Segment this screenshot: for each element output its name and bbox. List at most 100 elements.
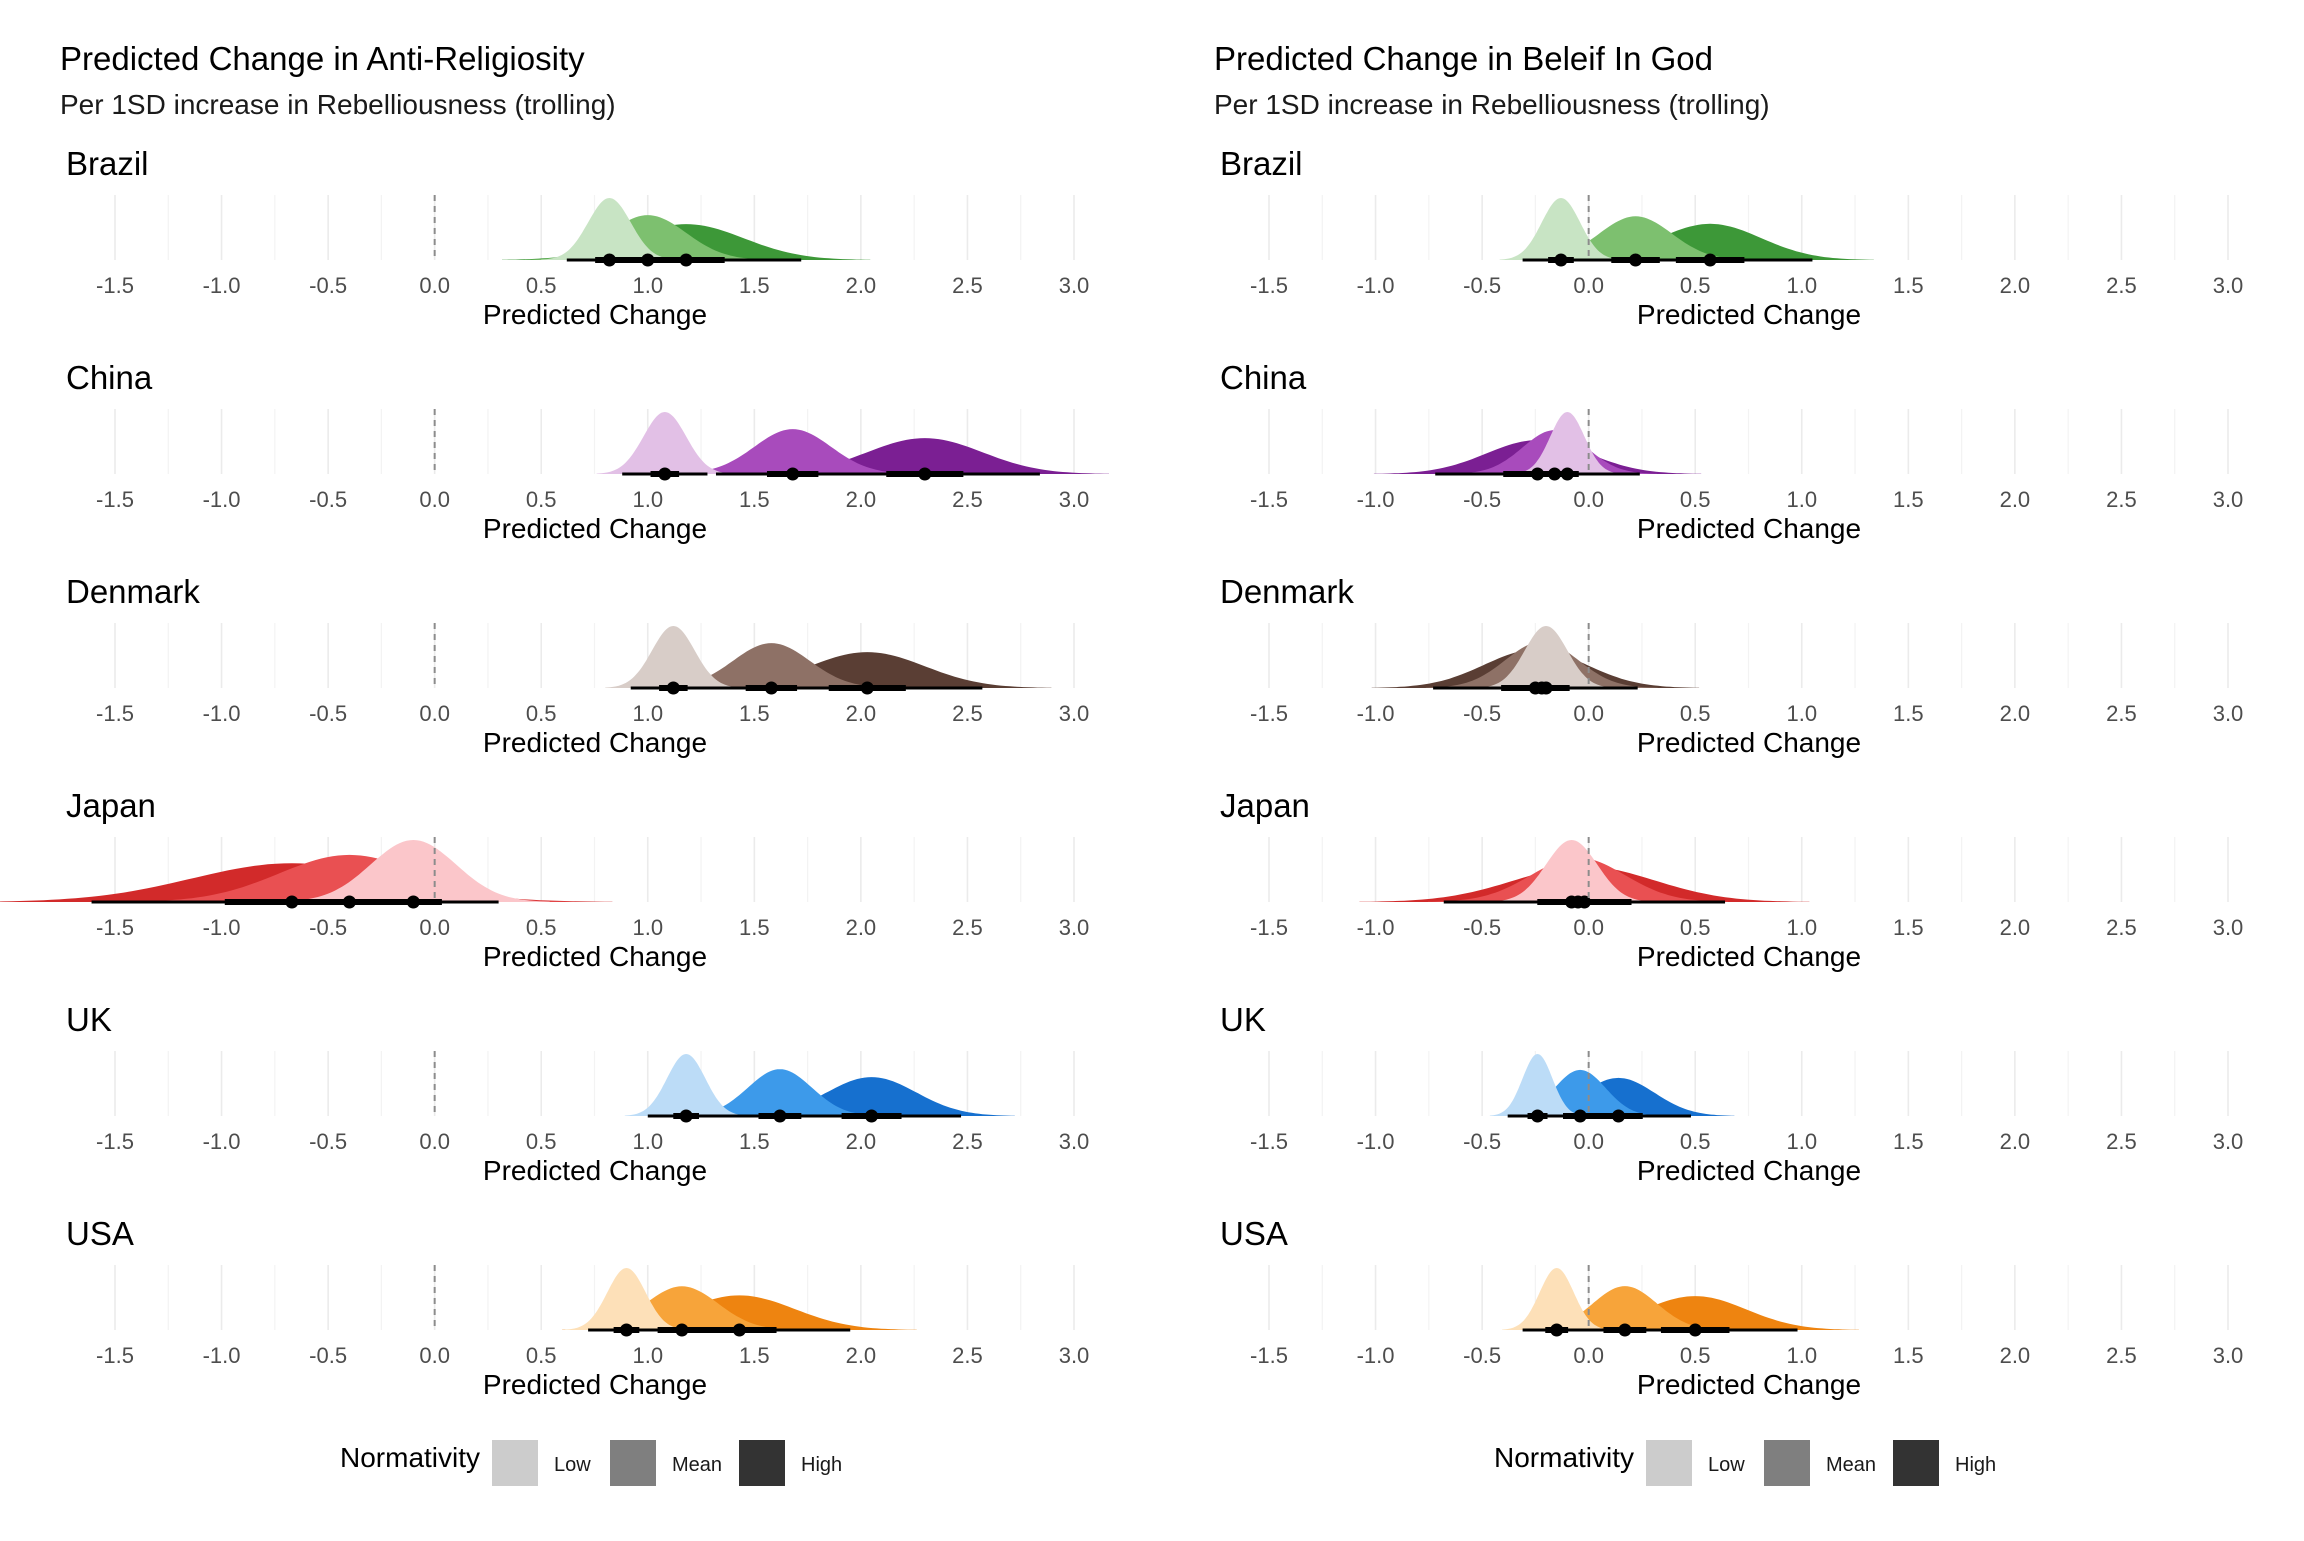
tick-label: -1.5 xyxy=(96,1129,134,1154)
tick-label: 2.5 xyxy=(2106,273,2137,298)
tick-label: 0.0 xyxy=(419,701,450,726)
mean-point-low xyxy=(666,681,680,695)
mean-point-mean xyxy=(641,253,655,267)
facet-label: USA xyxy=(66,1215,134,1252)
tick-label: 2.0 xyxy=(846,487,877,512)
density-low xyxy=(1499,198,1623,260)
tick-label: 2.0 xyxy=(2000,1343,2031,1368)
tick-label: 3.0 xyxy=(1059,1129,1090,1154)
tick-label: 0.0 xyxy=(1573,701,1604,726)
density-low xyxy=(1489,840,1654,902)
tick-label: 0.5 xyxy=(1680,487,1711,512)
mean-point-mean xyxy=(1629,253,1643,267)
facet-usa: USA -1.5 -1.0 -0.5 0.0 0.5 1.0 1.5 2.0 2.5 3.0 Pred… xyxy=(66,1215,1089,1400)
tick-label: -0.5 xyxy=(309,273,347,298)
tick-label: -1.0 xyxy=(1357,487,1395,512)
density-mean xyxy=(669,429,916,474)
tick-label: 0.0 xyxy=(1573,273,1604,298)
facet-uk: UK -1.5 -1.0 -0.5 0.0 0.5 1.0 1.5 2.0 2.5 3.0 Predi… xyxy=(1220,1001,2243,1186)
mean-point-high xyxy=(1528,681,1542,695)
tick-label: 1.0 xyxy=(1786,1129,1817,1154)
density-low xyxy=(1477,626,1615,688)
tick-label: 3.0 xyxy=(1059,273,1090,298)
density-low xyxy=(565,1268,688,1330)
tick-label: 2.5 xyxy=(952,1343,983,1368)
tick-label: 1.0 xyxy=(632,487,663,512)
tick-label: 3.0 xyxy=(2213,273,2244,298)
tick-label: 0.5 xyxy=(526,273,557,298)
x-axis-title: Predicted Change xyxy=(1637,1369,1861,1400)
legend-label-high: High xyxy=(1955,1454,1996,1476)
tick-label: -1.5 xyxy=(1250,1343,1288,1368)
panel-title: Predicted Change in Beleif In God xyxy=(1214,40,1713,77)
tick-label: 2.5 xyxy=(2106,915,2137,940)
facet-label: Japan xyxy=(1220,787,1310,824)
tick-label: 3.0 xyxy=(2213,915,2244,940)
mean-point-low xyxy=(679,1109,693,1123)
mean-point-low xyxy=(1550,1323,1564,1337)
tick-label: 2.0 xyxy=(846,273,877,298)
mean-point-low xyxy=(619,1323,633,1337)
legend: Normativity Low Mean High xyxy=(1494,1440,1996,1486)
facet-label: Brazil xyxy=(66,145,149,182)
x-axis-title: Predicted Change xyxy=(483,727,707,758)
tick-label: -1.5 xyxy=(1250,915,1288,940)
panel-title: Predicted Change in Anti-Religiosity xyxy=(60,40,585,77)
tick-label: 1.0 xyxy=(632,273,663,298)
mean-point-high xyxy=(865,1109,879,1123)
tick-label: 1.0 xyxy=(632,1129,663,1154)
tick-label: -1.0 xyxy=(1357,273,1395,298)
tick-label: 0.0 xyxy=(1573,915,1604,940)
tick-label: 0.0 xyxy=(1573,1129,1604,1154)
legend-label-low: Low xyxy=(1708,1454,1745,1476)
x-axis-title: Predicted Change xyxy=(483,941,707,972)
tick-label: 0.5 xyxy=(526,1343,557,1368)
x-axis-title: Predicted Change xyxy=(483,1155,707,1186)
tick-label: 2.0 xyxy=(2000,487,2031,512)
tick-label: 0.5 xyxy=(1680,701,1711,726)
tick-label: -1.0 xyxy=(1357,1343,1395,1368)
tick-label: 1.5 xyxy=(1893,487,1924,512)
tick-label: 2.0 xyxy=(2000,915,2031,940)
density-low xyxy=(1502,1268,1612,1330)
tick-label: 2.5 xyxy=(952,915,983,940)
mean-point-low xyxy=(1531,1109,1545,1123)
tick-label: 0.5 xyxy=(526,915,557,940)
tick-label: -0.5 xyxy=(1463,273,1501,298)
tick-label: 1.0 xyxy=(632,915,663,940)
tick-label: 0.0 xyxy=(1573,487,1604,512)
mean-point-high xyxy=(1531,467,1545,481)
mean-point-high xyxy=(1577,895,1591,909)
tick-label: 3.0 xyxy=(1059,915,1090,940)
tick-label: -1.5 xyxy=(96,273,134,298)
x-axis-title: Predicted Change xyxy=(1637,941,1861,972)
density-low xyxy=(596,412,733,474)
panel-subtitle: Per 1SD increase in Rebelliousness (trol… xyxy=(1214,89,1770,120)
tick-label: 1.5 xyxy=(739,273,770,298)
tick-label: -1.0 xyxy=(203,915,241,940)
tick-label: 0.5 xyxy=(526,487,557,512)
mean-point-high xyxy=(285,895,299,909)
mean-point-high xyxy=(918,467,932,481)
mean-point-low xyxy=(406,895,420,909)
legend-key-low xyxy=(492,1440,538,1486)
x-axis-title: Predicted Change xyxy=(1637,299,1861,330)
tick-label: -1.5 xyxy=(1250,273,1288,298)
tick-label: 0.0 xyxy=(419,273,450,298)
facet-brazil: Brazil -1.5 -1.0 -0.5 0.0 0.5 1.0 1.5 2.0 2.5 3.0 P… xyxy=(1220,145,2243,330)
tick-label: 3.0 xyxy=(1059,701,1090,726)
legend-key-mean xyxy=(610,1440,656,1486)
tick-label: -1.0 xyxy=(203,273,241,298)
legend: Normativity Low Mean High xyxy=(340,1440,842,1486)
tick-label: 3.0 xyxy=(2213,487,2244,512)
tick-label: -0.5 xyxy=(1463,487,1501,512)
facet-label: China xyxy=(1220,359,1307,396)
tick-label: 3.0 xyxy=(1059,1343,1090,1368)
tick-label: -1.5 xyxy=(96,701,134,726)
facet-china: China -1.5 -1.0 -0.5 0.0 0.5 1.0 1.5 2.0 2.5 3.0 Pr… xyxy=(66,359,1109,544)
tick-label: -1.0 xyxy=(1357,915,1395,940)
mean-point-high xyxy=(1688,1323,1702,1337)
mean-point-mean xyxy=(1548,467,1562,481)
tick-label: 1.0 xyxy=(1786,273,1817,298)
tick-label: -1.5 xyxy=(96,487,134,512)
